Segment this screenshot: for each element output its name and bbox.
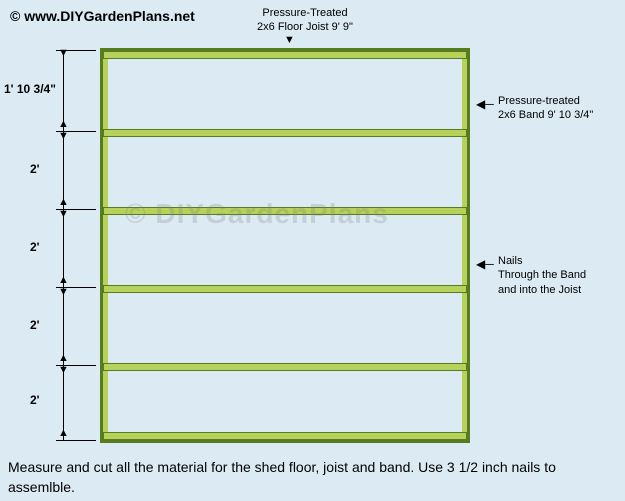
source-url: © www.DIYGardenPlans.net xyxy=(10,8,195,24)
joist-2 xyxy=(103,129,467,137)
dim-h-1 xyxy=(56,131,96,132)
dim-tick-4d: ▼ xyxy=(58,365,69,376)
dim-label-1: 1' 10 3/4" xyxy=(4,82,56,96)
dim-h-0 xyxy=(56,50,96,51)
joist-6 xyxy=(103,432,467,440)
dim-label-2: 2' xyxy=(30,162,40,176)
dim-tick-5u: ▲ xyxy=(58,428,69,439)
joist-4 xyxy=(103,285,467,293)
right-callout-nails-l3: and into the Joist xyxy=(498,284,581,296)
dim-tick-2d: ▼ xyxy=(58,209,69,220)
dim-h-2 xyxy=(56,209,96,210)
frame-inner-bg xyxy=(108,59,462,432)
dim-h-4 xyxy=(56,365,96,366)
arrow-nails-icon: ◀─ xyxy=(476,258,494,270)
dim-tick-3d: ▼ xyxy=(58,287,69,298)
top-callout-line1: Pressure-Treated xyxy=(262,7,347,19)
dim-tick-4u: ▲ xyxy=(58,353,69,364)
dim-tick-1u: ▲ xyxy=(58,119,69,130)
right-callout-band: Pressure-treated 2x6 Band 9' 10 3/4" xyxy=(498,94,593,123)
top-callout-line2: 2x6 Floor Joist 9' 9" xyxy=(257,21,353,33)
caption: Measure and cut all the material for the… xyxy=(8,458,617,497)
dim-tick-3u: ▲ xyxy=(58,275,69,286)
dim-h-3 xyxy=(56,287,96,288)
dim-axis xyxy=(63,50,64,440)
top-callout: Pressure-Treated 2x6 Floor Joist 9' 9" xyxy=(230,6,380,35)
dim-tick-1d: ▼ xyxy=(58,131,69,142)
right-callout-nails-l2: Through the Band xyxy=(498,269,586,281)
dim-label-3: 2' xyxy=(30,240,40,254)
right-callout-nails-l1: Nails xyxy=(498,255,522,267)
dim-h-5 xyxy=(56,440,96,441)
joist-5 xyxy=(103,363,467,371)
arrow-band-icon: ◀─ xyxy=(476,98,494,110)
joist-1 xyxy=(103,51,467,59)
dim-tick-2u: ▲ xyxy=(58,197,69,208)
diagram-canvas: © www.DIYGardenPlans.net Pressure-Treate… xyxy=(0,0,625,501)
watermark: © DIYGardenPlans xyxy=(125,198,389,230)
top-arrow-icon: ▼ xyxy=(284,35,295,46)
right-callout-band-l1: Pressure-treated xyxy=(498,95,580,107)
right-callout-nails: Nails Through the Band and into the Jois… xyxy=(498,254,586,297)
dim-label-5: 2' xyxy=(30,393,40,407)
dim-label-4: 2' xyxy=(30,318,40,332)
right-callout-band-l2: 2x6 Band 9' 10 3/4" xyxy=(498,109,593,121)
